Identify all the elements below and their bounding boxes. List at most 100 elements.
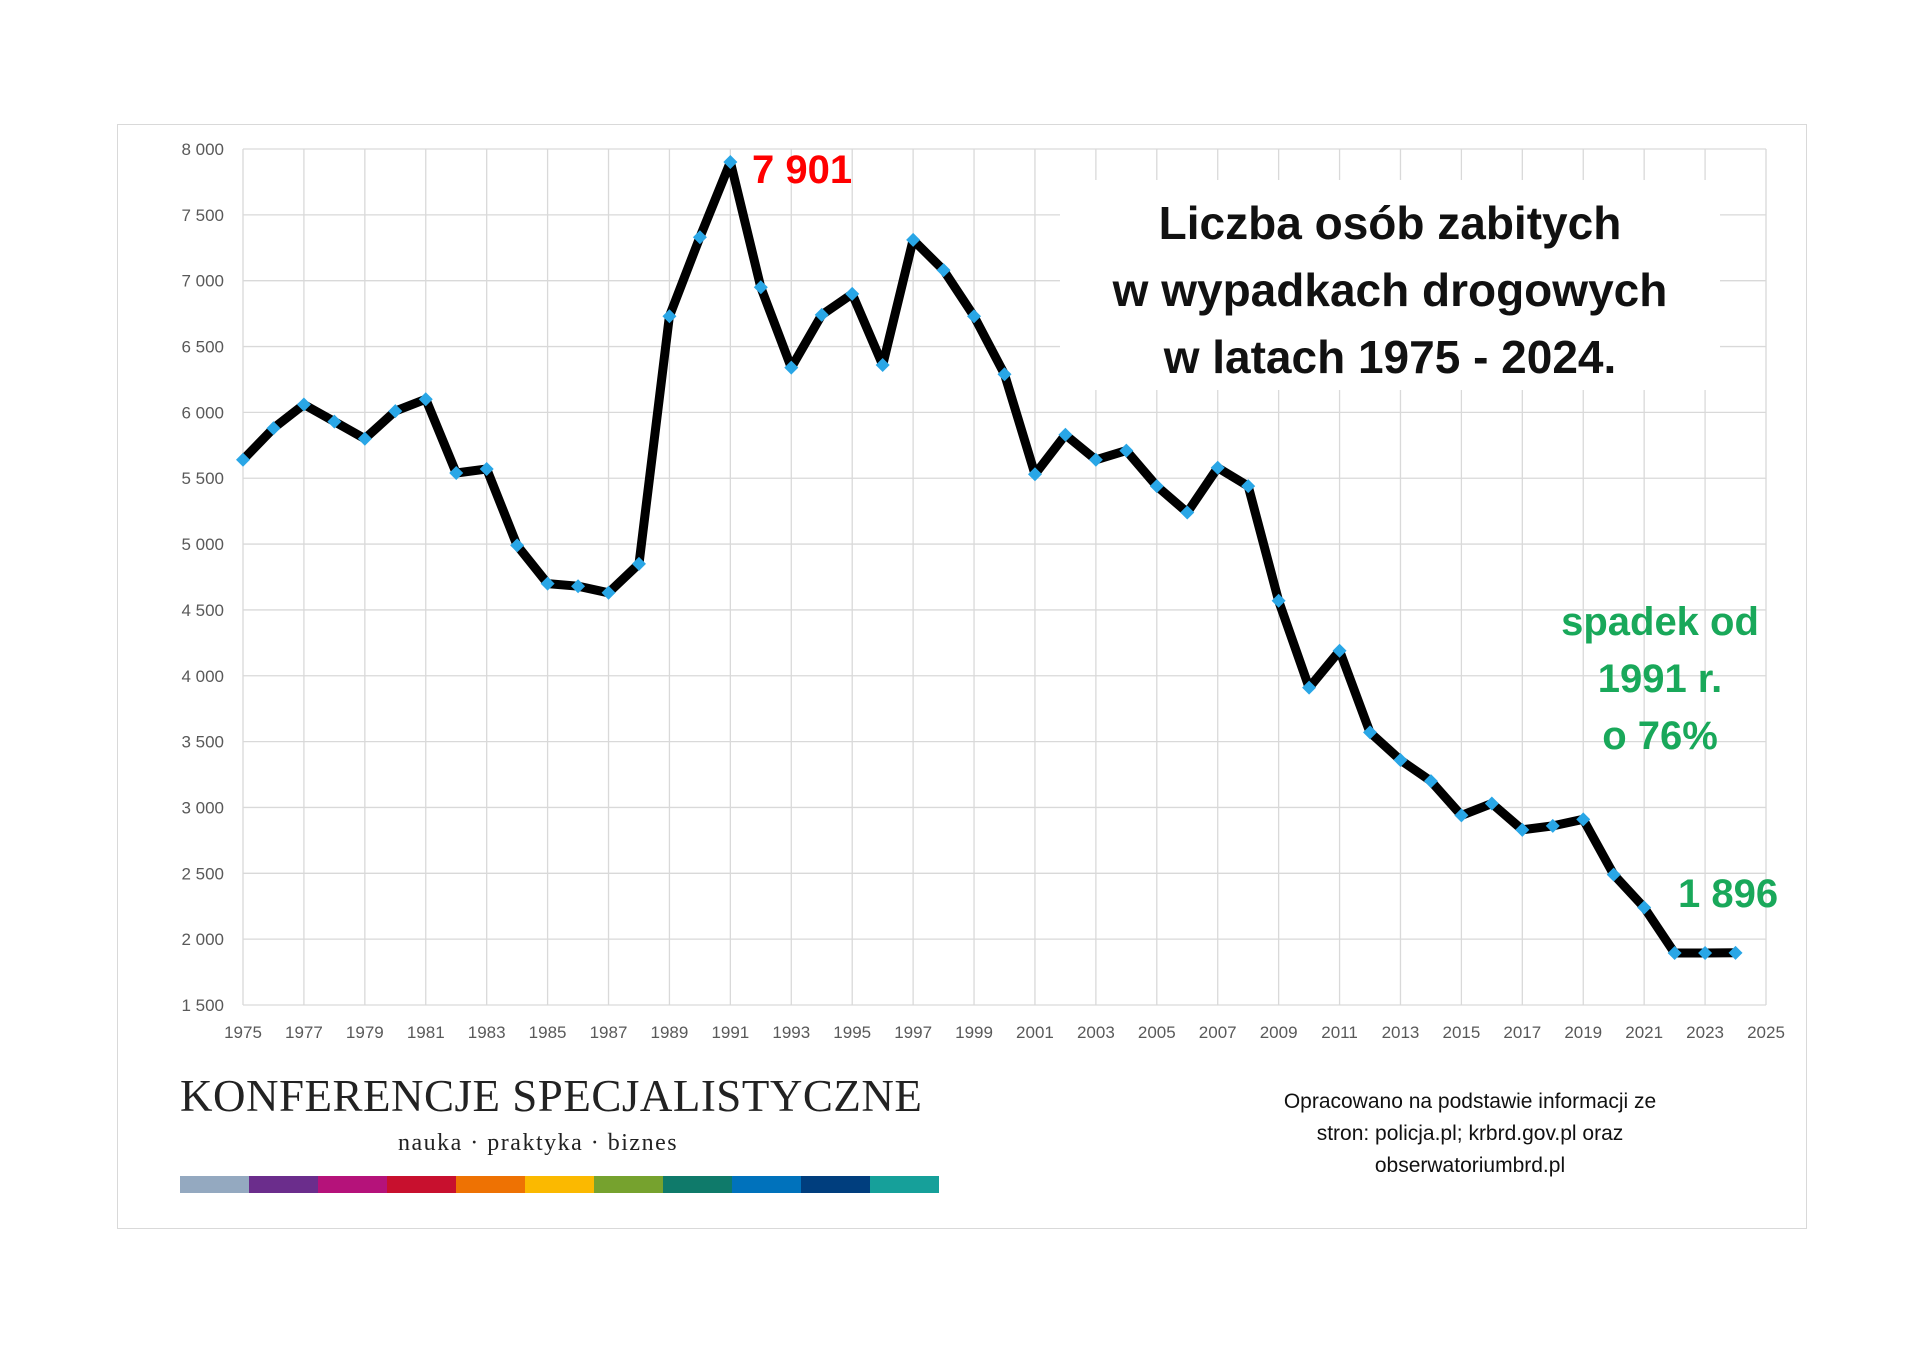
x-tick-label: 2011	[1321, 1023, 1358, 1042]
data-point	[1271, 593, 1286, 608]
chart-title: Liczba osób zabitych w wypadkach drogowy…	[1060, 190, 1720, 391]
y-tick-label: 4 500	[181, 601, 224, 620]
data-point	[1058, 427, 1073, 442]
logo-bar-segment	[525, 1176, 594, 1193]
decline-line-2: 1991 r.	[1597, 657, 1723, 701]
data-point	[1637, 900, 1652, 915]
decline-line-3: o 76%	[1602, 714, 1718, 758]
data-point	[1545, 818, 1560, 833]
y-axis-ticks: 8 000 7 500 7 000 6 500 6 000 5 500 5 000 4 500…	[181, 140, 224, 1015]
data-point	[662, 309, 677, 324]
logo-bar-segment	[318, 1176, 387, 1193]
x-tick-label: 1987	[590, 1023, 628, 1042]
source-note: Opracowano na podstawie informacji ze st…	[1230, 1086, 1710, 1182]
data-point	[814, 307, 829, 322]
data-point	[1241, 479, 1256, 494]
x-tick-label: 1979	[346, 1023, 384, 1042]
x-tick-label: 1983	[468, 1023, 506, 1042]
series-line	[238, 157, 1740, 958]
x-tick-label: 2001	[1016, 1023, 1054, 1042]
y-tick-label: 5 500	[181, 469, 224, 488]
x-tick-label: 1985	[529, 1023, 567, 1042]
data-point	[1484, 796, 1499, 811]
data-point	[571, 579, 586, 594]
title-line-1: Liczba osób zabitych	[1158, 197, 1622, 249]
data-point	[967, 309, 982, 324]
title-line-3: w latach 1975 - 2024.	[1163, 331, 1617, 383]
data-point	[1180, 505, 1195, 520]
data-point	[236, 452, 250, 467]
x-tick-label: 2013	[1382, 1023, 1420, 1042]
y-tick-label: 3 500	[181, 733, 224, 752]
data-point	[1423, 774, 1438, 789]
data-point	[1302, 680, 1317, 695]
x-tick-label: 1981	[407, 1023, 445, 1042]
title-line-2: w wypadkach drogowych	[1112, 264, 1668, 316]
y-tick-label: 6 000	[181, 403, 224, 422]
x-tick-label: 2007	[1199, 1023, 1237, 1042]
x-axis-ticks: 1975 1977 1979 1981 1983 1985 1987 1989 1991 1993…	[224, 1023, 1785, 1042]
x-tick-label: 2009	[1260, 1023, 1298, 1042]
data-point	[1088, 452, 1103, 467]
data-point	[1119, 443, 1134, 458]
data-point	[540, 576, 555, 591]
logo-bar-segment	[456, 1176, 525, 1193]
data-point	[601, 585, 616, 600]
data-point	[357, 431, 372, 446]
y-tick-label: 2 000	[181, 930, 224, 949]
data-point	[266, 421, 281, 436]
logo-tagline: nauka · praktyka · biznes	[398, 1130, 679, 1156]
decline-annotation: spadek od 1991 r. o 76%	[1540, 594, 1780, 765]
logo-bar-segment	[663, 1176, 732, 1193]
data-point	[631, 556, 646, 571]
x-tick-label: 1975	[224, 1023, 262, 1042]
data-point	[1728, 945, 1743, 960]
logo-bar-segment	[732, 1176, 801, 1193]
logo-color-bar	[180, 1176, 939, 1193]
data-point	[449, 465, 464, 480]
logo-bar-segment	[180, 1176, 249, 1193]
x-tick-label: 1997	[894, 1023, 932, 1042]
x-tick-label: 2025	[1747, 1023, 1785, 1042]
x-tick-label: 2015	[1442, 1023, 1480, 1042]
y-tick-label: 3 000	[181, 798, 224, 817]
source-line-3: obserwatoriumbrd.pl	[1374, 1154, 1566, 1177]
data-point	[1332, 643, 1347, 658]
logo-bar-segment	[801, 1176, 870, 1193]
data-point	[784, 360, 799, 375]
title-background	[1060, 180, 1720, 390]
x-tick-label: 1995	[833, 1023, 871, 1042]
data-point	[692, 230, 707, 245]
y-tick-label: 8 000	[181, 140, 224, 159]
last-value-annotation: 1 896	[1678, 872, 1779, 916]
data-point	[906, 232, 921, 247]
y-tick-label: 5 000	[181, 535, 224, 554]
logo-bar-segment	[249, 1176, 318, 1193]
decline-line-1: spadek od	[1561, 600, 1759, 644]
y-tick-label: 4 000	[181, 667, 224, 686]
data-point	[1027, 467, 1042, 482]
x-tick-label: 1999	[955, 1023, 993, 1042]
data-point	[997, 367, 1012, 382]
x-tick-label: 2017	[1503, 1023, 1541, 1042]
data-point	[296, 397, 311, 412]
data-point	[1667, 945, 1682, 960]
logo-name: KONFERENCJE SPECJALISTYCZNE	[180, 1071, 923, 1121]
data-point	[753, 280, 768, 295]
x-tick-label: 2021	[1625, 1023, 1663, 1042]
x-tick-label: 1993	[772, 1023, 810, 1042]
x-tick-label: 1989	[651, 1023, 689, 1042]
data-point	[479, 462, 494, 477]
data-point	[936, 263, 951, 278]
data-point	[875, 357, 890, 372]
data-point	[1149, 479, 1164, 494]
data-point	[418, 392, 433, 407]
data-point	[1393, 753, 1408, 768]
x-tick-label: 2005	[1138, 1023, 1176, 1042]
data-point	[845, 286, 860, 301]
x-tick-label: 1991	[711, 1023, 749, 1042]
series-markers	[236, 155, 1743, 960]
data-point	[1515, 822, 1530, 837]
y-tick-label: 7 000	[181, 272, 224, 291]
